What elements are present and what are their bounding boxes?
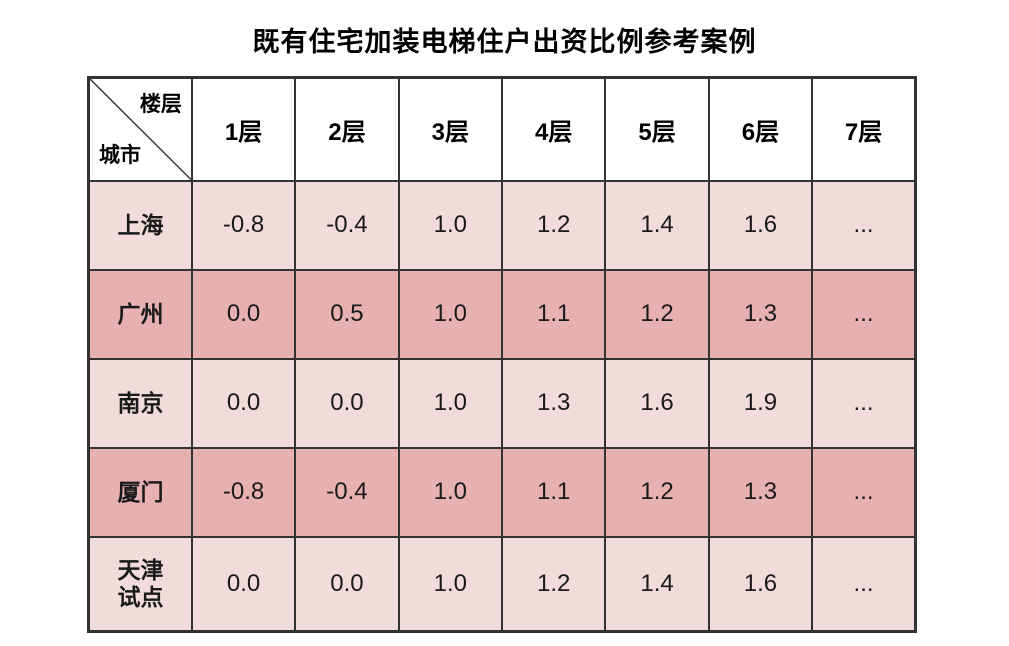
- column-header-floor6: 6层: [707, 76, 814, 182]
- row-header-city: 上海: [87, 179, 193, 271]
- corner-label-city: 城市: [99, 143, 141, 167]
- data-cell: 0.0: [294, 535, 400, 633]
- data-cell: 1.6: [707, 535, 814, 633]
- row-header-city: 南京: [87, 357, 193, 449]
- data-cell: 1.0: [397, 535, 504, 633]
- row-header-city: 厦门: [87, 446, 193, 538]
- data-cell: -0.8: [190, 179, 297, 271]
- column-header-floor1: 1层: [190, 76, 297, 182]
- table-row-guangzhou: 广州 0.0 0.5 1.0 1.1 1.2 1.3 ...: [87, 268, 917, 360]
- data-cell: -0.8: [190, 446, 297, 538]
- data-cell: 1.4: [604, 535, 710, 633]
- table-row-tianjin-pilot: 天津试点 0.0 0.0 1.0 1.2 1.4 1.6 ...: [87, 535, 917, 633]
- column-header-floor4: 4层: [500, 76, 607, 182]
- table-row-shanghai: 上海 -0.8 -0.4 1.0 1.2 1.4 1.6 ...: [87, 179, 917, 271]
- data-cell: ...: [811, 179, 917, 271]
- column-header-floor3: 3层: [397, 76, 504, 182]
- data-cell: -0.4: [294, 446, 400, 538]
- data-cell: 1.3: [707, 268, 814, 360]
- city-label: 南京: [117, 389, 164, 416]
- data-cell: ...: [811, 446, 917, 538]
- header-row: 楼层 城市 1层 2层 3层 4层 5层 6层 7层: [87, 76, 917, 182]
- data-cell: ...: [811, 357, 917, 449]
- data-cell: 0.0: [190, 268, 297, 360]
- corner-label-floor: 楼层: [139, 93, 182, 116]
- data-cell: 1.4: [604, 179, 710, 271]
- data-cell: 0.5: [294, 268, 400, 360]
- data-cell: 1.6: [707, 179, 814, 271]
- data-cell: 1.0: [397, 357, 504, 449]
- table-row-xiamen: 厦门 -0.8 -0.4 1.0 1.1 1.2 1.3 ...: [87, 446, 917, 538]
- data-cell: 1.6: [604, 357, 710, 449]
- city-label: 天津试点: [117, 557, 164, 610]
- data-cell: 0.0: [294, 357, 400, 449]
- data-cell: 0.0: [190, 535, 297, 633]
- data-cell: 1.1: [500, 268, 607, 360]
- data-cell: 1.2: [500, 535, 607, 633]
- data-cell: 1.3: [707, 446, 814, 538]
- data-cell: 1.0: [397, 446, 504, 538]
- column-header-floor5: 5层: [604, 76, 710, 182]
- column-header-floor2: 2层: [294, 76, 400, 182]
- data-cell: 1.0: [397, 268, 504, 360]
- city-label: 广州: [117, 300, 164, 327]
- diagonal-line: [90, 79, 191, 180]
- data-cell: ...: [811, 268, 917, 360]
- row-header-city: 天津试点: [87, 535, 193, 633]
- data-cell: 0.0: [190, 357, 297, 449]
- data-cell: 1.3: [500, 357, 607, 449]
- table-container: 楼层 城市 1层 2层 3层 4层 5层 6层 7层 上海 -0.8 -0.4 …: [87, 76, 1009, 633]
- column-header-floor7: 7层: [811, 76, 917, 182]
- city-label: 上海: [117, 211, 164, 238]
- data-cell: 1.1: [500, 446, 607, 538]
- data-cell: 1.0: [397, 179, 504, 271]
- data-cell: 1.2: [500, 179, 607, 271]
- data-cell: ...: [811, 535, 917, 633]
- data-cell: 1.2: [604, 446, 710, 538]
- data-cell: 1.2: [604, 268, 710, 360]
- data-cell: 1.9: [707, 357, 814, 449]
- corner-cell: 楼层 城市: [87, 76, 193, 182]
- contribution-table: 楼层 城市 1层 2层 3层 4层 5层 6层 7层 上海 -0.8 -0.4 …: [87, 76, 917, 633]
- city-label: 厦门: [117, 478, 164, 505]
- page-title: 既有住宅加装电梯住户出资比例参考案例: [252, 27, 757, 57]
- row-header-city: 广州: [87, 268, 193, 360]
- data-cell: -0.4: [294, 179, 400, 271]
- table-row-nanjing: 南京 0.0 0.0 1.0 1.3 1.6 1.9 ...: [87, 357, 917, 449]
